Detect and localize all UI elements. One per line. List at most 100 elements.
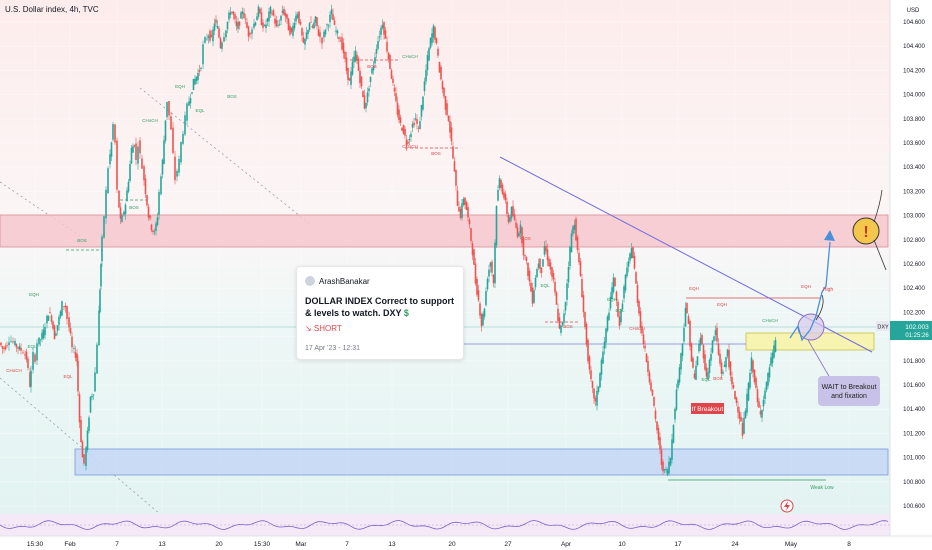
candle-body[interactable] (654, 410, 657, 420)
candle-body[interactable] (635, 272, 637, 284)
candle-body[interactable] (221, 42, 223, 49)
idea-card[interactable]: ArashBanakar DOLLAR INDEX Correct to sup… (296, 266, 464, 360)
candle-body[interactable] (38, 337, 40, 345)
candle-body[interactable] (683, 327, 685, 342)
candle-body[interactable] (371, 68, 373, 74)
candle-body[interactable] (149, 215, 151, 219)
candle-body[interactable] (313, 22, 315, 29)
candle-body[interactable] (98, 310, 100, 346)
candle-body[interactable] (693, 373, 696, 379)
candle-body[interactable] (278, 24, 281, 26)
candle-body[interactable] (384, 30, 387, 39)
candle-body[interactable] (240, 12, 242, 19)
candle-body[interactable] (126, 190, 128, 202)
candle-body[interactable] (69, 327, 72, 334)
candle-body[interactable] (147, 206, 150, 218)
author-name[interactable]: ArashBanakar (319, 277, 370, 286)
candle-body[interactable] (707, 372, 709, 379)
candle-body[interactable] (699, 337, 702, 346)
candle-body[interactable] (456, 190, 459, 206)
candle-body[interactable] (92, 394, 95, 396)
candle-body[interactable] (263, 24, 266, 26)
candle-body[interactable] (137, 146, 139, 164)
candle-body[interactable] (453, 161, 456, 172)
candle-body[interactable] (76, 353, 78, 362)
candle-body[interactable] (408, 139, 411, 140)
candle-body[interactable] (512, 206, 514, 216)
candle-body[interactable] (507, 215, 510, 223)
candle-body[interactable] (251, 29, 253, 34)
candle-body[interactable] (543, 245, 546, 255)
candle-body[interactable] (767, 372, 769, 386)
candle-body[interactable] (771, 352, 774, 364)
candle-body[interactable] (428, 48, 430, 61)
candle-body[interactable] (675, 389, 678, 410)
candle-body[interactable] (25, 351, 28, 360)
candle-body[interactable] (235, 21, 238, 27)
candle-body[interactable] (689, 320, 691, 347)
candle-body[interactable] (491, 261, 493, 273)
candle-body[interactable] (432, 25, 435, 38)
candle-body[interactable] (576, 236, 579, 250)
candle-body[interactable] (66, 306, 68, 320)
candle-body[interactable] (503, 192, 505, 199)
candle-body[interactable] (401, 127, 403, 131)
candle-body[interactable] (304, 38, 306, 45)
candle-body[interactable] (504, 193, 507, 201)
candle-body[interactable] (426, 55, 429, 71)
candle-body[interactable] (53, 325, 56, 340)
candle-body[interactable] (632, 247, 634, 259)
candle-body[interactable] (182, 133, 184, 144)
candle-body[interactable] (467, 207, 469, 218)
candle-body[interactable] (59, 311, 62, 317)
candle-body[interactable] (338, 37, 340, 40)
candle-body[interactable] (569, 246, 571, 266)
candle-body[interactable] (765, 382, 768, 391)
candle-body[interactable] (200, 67, 202, 69)
candle-body[interactable] (422, 96, 424, 110)
candle-body[interactable] (332, 14, 334, 21)
candle-body[interactable] (170, 116, 172, 130)
candle-body[interactable] (12, 341, 14, 343)
candle-body[interactable] (587, 339, 589, 362)
candle-body[interactable] (554, 281, 556, 293)
candle-body[interactable] (71, 336, 73, 348)
candle-body[interactable] (244, 18, 247, 20)
candle-body[interactable] (353, 56, 355, 63)
candle-body[interactable] (109, 154, 111, 165)
candle-body[interactable] (518, 233, 520, 237)
candle-body[interactable] (479, 303, 481, 316)
candle-body[interactable] (168, 101, 170, 116)
candle-body[interactable] (419, 121, 421, 130)
candle-body[interactable] (184, 115, 186, 135)
candle-body[interactable] (143, 166, 145, 181)
candle-body[interactable] (206, 38, 208, 40)
candle-body[interactable] (437, 48, 439, 56)
candle-body[interactable] (645, 353, 648, 363)
candle-body[interactable] (743, 417, 745, 434)
candle-body[interactable] (701, 335, 703, 344)
candle-body[interactable] (471, 243, 474, 256)
candle-body[interactable] (46, 315, 48, 324)
candle-body[interactable] (50, 315, 53, 322)
candle-body[interactable] (458, 206, 460, 212)
candle-body[interactable] (310, 21, 312, 23)
candle-body[interactable] (570, 233, 573, 253)
candle-body[interactable] (618, 316, 621, 326)
candle-body[interactable] (289, 25, 291, 35)
candle-body[interactable] (80, 420, 82, 442)
candle-body[interactable] (516, 227, 519, 237)
candle-body[interactable] (392, 78, 394, 83)
candle-body[interactable] (293, 22, 296, 29)
candle-body[interactable] (519, 224, 522, 234)
candle-body[interactable] (567, 267, 570, 283)
candle-body[interactable] (680, 353, 682, 370)
candle-body[interactable] (238, 21, 241, 26)
candle-body[interactable] (197, 72, 199, 80)
projection-path[interactable] (789, 241, 831, 342)
candle-body[interactable] (773, 345, 775, 358)
candle-body[interactable] (470, 228, 472, 241)
candle-body[interactable] (684, 308, 687, 327)
candle-body[interactable] (540, 267, 543, 273)
candle-body[interactable] (633, 255, 636, 269)
